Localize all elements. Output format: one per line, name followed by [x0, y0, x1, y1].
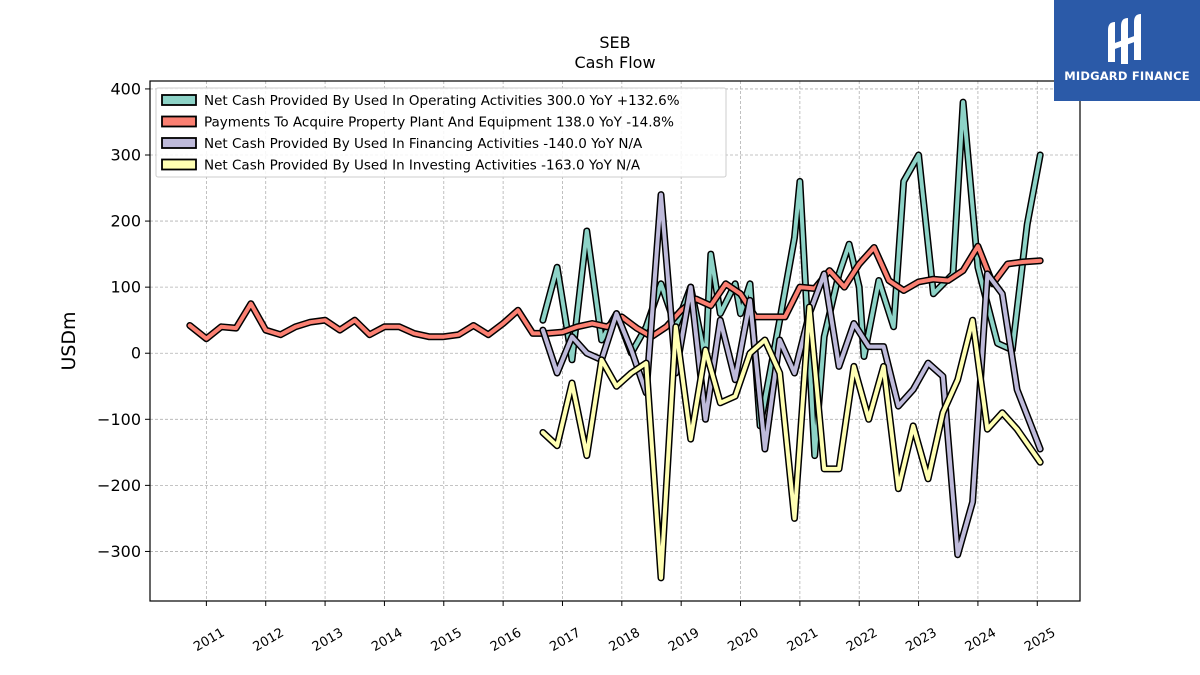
series-line-4	[540, 305, 1043, 580]
legend: Net Cash Provided By Used In Operating A…	[155, 87, 727, 178]
x-tick-label: 2016	[488, 625, 524, 655]
x-tick-label: 2020	[725, 625, 761, 655]
midgard-mark-icon	[1108, 14, 1141, 64]
series-line-3	[540, 192, 1043, 557]
legend-label: Net Cash Provided By Used In Financing A…	[204, 136, 643, 152]
x-tick-label: 2024	[963, 625, 999, 655]
legend-label: Net Cash Provided By Used In Investing A…	[204, 158, 641, 174]
x-tick-label: 2022	[844, 625, 880, 655]
brand-name: MIDGARD FINANCE	[1064, 69, 1190, 83]
x-tick-label: 2019	[666, 625, 702, 655]
y-tick-label: 100	[110, 278, 141, 297]
x-tick-label: 2021	[785, 625, 821, 655]
x-axis: 2011 2012 2013 2014 2015 2016 2017 2018 2019 2020…	[191, 601, 1058, 655]
y-tick-label: −200	[97, 476, 141, 495]
legend-box	[155, 87, 727, 178]
y-tick-label: 0	[131, 344, 141, 363]
legend-label: Net Cash Provided By Used In Operating A…	[204, 93, 680, 109]
y-tick-label: 200	[110, 212, 141, 231]
y-axis-label: USDm	[58, 311, 80, 370]
brand-logo: MIDGARD FINANCE	[1054, 0, 1200, 101]
y-tick-label: 300	[110, 146, 141, 165]
y-axis: −300 −200 −100 0 100 200 300 400	[97, 79, 150, 561]
x-tick-label: 2013	[310, 625, 346, 655]
legend-swatch	[161, 137, 197, 149]
plot-frame	[149, 80, 1081, 602]
series-lines	[186, 98, 1044, 582]
x-tick-label: 2014	[369, 625, 405, 655]
chart-title: SEB	[599, 33, 630, 52]
x-tick-label: 2023	[903, 625, 939, 655]
legend-swatch	[161, 115, 197, 128]
y-tick-label: 400	[110, 79, 141, 98]
y-tick-label: −100	[97, 410, 141, 429]
legend-swatch	[161, 94, 197, 106]
x-tick-label: 2015	[429, 625, 465, 655]
x-tick-label: 2025	[1022, 625, 1058, 655]
legend-swatch	[161, 158, 197, 171]
chart-subtitle: Cash Flow	[574, 53, 655, 72]
x-tick-label: 2011	[191, 625, 227, 655]
x-tick-label: 2017	[547, 625, 583, 655]
y-tick-label: −300	[97, 542, 141, 561]
x-tick-label: 2018	[607, 625, 643, 655]
x-tick-label: 2012	[251, 625, 287, 655]
legend-label: Payments To Acquire Property Plant And E…	[204, 115, 674, 131]
